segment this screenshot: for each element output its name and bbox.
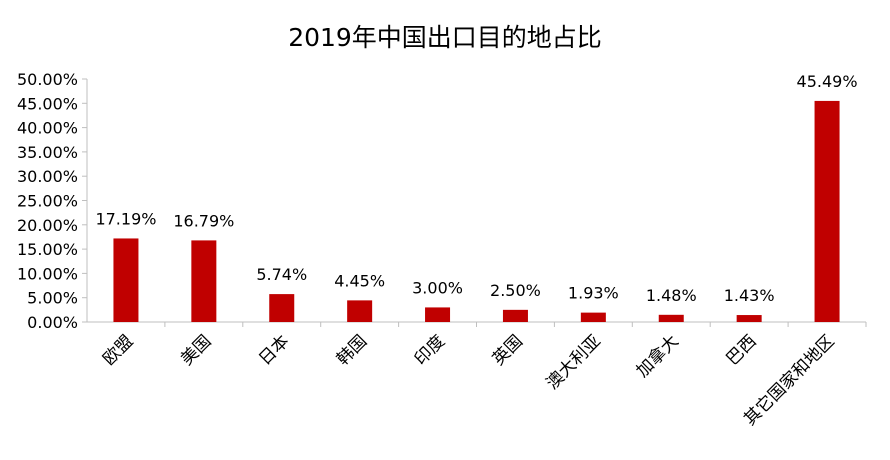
bar (736, 315, 762, 322)
data-label: 3.00% (412, 278, 463, 297)
y-tick-label: 15.00% (17, 240, 78, 259)
data-label: 16.79% (173, 211, 234, 230)
bar (658, 314, 684, 322)
y-tick-label: 50.00% (17, 70, 78, 89)
bar (502, 309, 528, 322)
data-label: 4.45% (334, 271, 385, 290)
bar (269, 294, 295, 322)
data-label: 2.50% (490, 281, 541, 300)
x-tick-label: 美国 (177, 331, 215, 369)
bar (191, 240, 217, 322)
chart-title: 2019年中国出口目的地占比 (288, 23, 602, 52)
y-tick-label: 25.00% (17, 192, 78, 211)
x-tick-label: 日本 (255, 331, 293, 369)
y-axis: 0.00% 5.00% 10.00% 15.00% 20.00% 25.00% 30.00%… (17, 70, 88, 332)
data-label: 1.43% (724, 286, 775, 305)
x-tick-label: 欧盟 (99, 331, 137, 369)
y-tick-label: 5.00% (27, 289, 78, 308)
y-tick-label: 0.00% (27, 313, 78, 332)
bar (580, 312, 606, 322)
bar (113, 238, 139, 322)
x-tick-label: 英国 (489, 331, 527, 369)
bar (425, 307, 451, 322)
x-tick-label: 加拿大 (632, 331, 683, 382)
x-tick-label: 韩国 (333, 331, 371, 369)
bar (814, 100, 840, 322)
data-label: 1.48% (646, 286, 697, 305)
data-label: 1.93% (568, 284, 619, 303)
y-tick-label: 35.00% (17, 143, 78, 162)
bars (113, 100, 840, 322)
data-label: 17.19% (95, 209, 156, 228)
x-tick-label: 澳大利亚 (543, 331, 605, 393)
y-tick-label: 40.00% (17, 119, 78, 138)
y-tick-label: 20.00% (17, 216, 78, 235)
data-label: 45.49% (797, 72, 858, 91)
data-label: 5.74% (256, 265, 307, 284)
data-labels: 17.19% 16.79% 5.74% 4.45% 3.00% 2.50% 1.93% 1.4… (95, 72, 857, 305)
x-tick-label: 印度 (411, 331, 449, 369)
y-tick-label: 30.00% (17, 167, 78, 186)
y-tick-label: 10.00% (17, 264, 78, 283)
bar (347, 300, 373, 322)
x-tick-label: 巴西 (723, 331, 761, 369)
y-tick-label: 45.00% (17, 94, 78, 113)
